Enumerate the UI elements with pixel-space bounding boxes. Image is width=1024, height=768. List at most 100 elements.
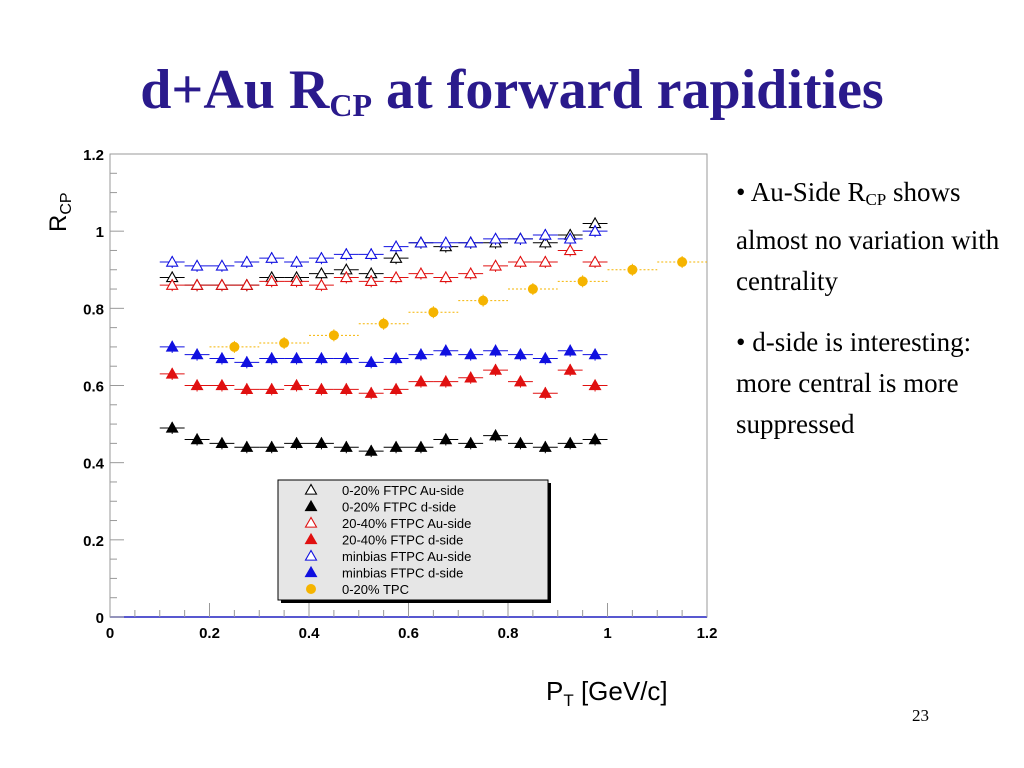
data-point	[265, 251, 279, 263]
data-point	[290, 378, 304, 391]
data-point	[489, 363, 503, 375]
data-point	[190, 378, 204, 391]
data-point	[190, 432, 204, 445]
data-point	[240, 278, 254, 290]
x-tick-label: 0.6	[398, 625, 419, 642]
series-3	[159, 363, 608, 400]
bullet-au-side: • Au-Side RCP shows almost no variation …	[736, 177, 1000, 296]
data-point	[478, 295, 489, 306]
data-point	[364, 247, 378, 259]
data-point	[464, 348, 478, 360]
legend-marker	[304, 499, 318, 512]
x-axis-title: PT [GeV/c]	[546, 676, 668, 710]
data-point	[290, 436, 304, 449]
data-point	[513, 348, 527, 360]
data-point	[378, 318, 389, 329]
legend-label: 20-40% FTPC d-side	[342, 533, 463, 548]
data-point	[538, 351, 552, 364]
y-tick-label: 0.6	[83, 379, 104, 396]
x-tick-label: 0.8	[498, 625, 519, 642]
data-point	[538, 236, 552, 248]
data-point	[389, 382, 403, 395]
data-point	[364, 355, 378, 368]
data-point	[389, 440, 403, 452]
data-point	[290, 351, 304, 364]
data-point	[414, 236, 428, 248]
series-4	[159, 224, 608, 272]
data-point	[328, 330, 339, 341]
data-point	[513, 375, 527, 387]
legend-marker	[304, 549, 318, 561]
data-point	[513, 232, 527, 244]
legend-marker	[304, 516, 318, 528]
data-point	[265, 440, 279, 452]
data-point	[563, 344, 577, 356]
data-point	[538, 228, 552, 240]
y-tick-label: 1	[96, 224, 104, 241]
data-point	[190, 278, 204, 290]
bullet-list: • Au-Side RCP shows almost no variation …	[736, 172, 1016, 465]
data-point	[489, 344, 503, 356]
data-point	[215, 259, 229, 271]
y-tick-label: 0.4	[83, 456, 105, 473]
data-point	[414, 266, 428, 279]
data-point	[563, 243, 577, 256]
legend-label: 0-20% FTPC Au-side	[342, 483, 464, 498]
data-point	[389, 270, 403, 283]
x-tick-label: 0.4	[299, 625, 321, 642]
series-6	[209, 256, 707, 353]
data-point	[165, 421, 179, 433]
data-point	[563, 232, 577, 244]
data-point	[513, 255, 527, 267]
data-point	[577, 276, 588, 287]
data-point	[588, 432, 602, 445]
data-point	[389, 351, 403, 364]
data-point	[364, 386, 378, 398]
data-point	[414, 348, 428, 360]
data-point	[538, 386, 552, 398]
data-point	[513, 436, 527, 449]
series-2	[159, 243, 608, 292]
bullet-d-side: • d-side is interesting: more central is…	[736, 327, 972, 439]
data-point	[428, 307, 439, 318]
data-point	[439, 344, 453, 356]
data-point	[165, 255, 179, 267]
data-point	[389, 251, 403, 263]
data-point	[229, 341, 240, 352]
data-point	[240, 382, 254, 395]
legend-shadow	[281, 600, 551, 603]
data-point	[314, 436, 328, 449]
x-tick-label: 1.2	[697, 625, 718, 642]
data-point	[314, 251, 328, 263]
data-point	[215, 378, 229, 391]
data-point	[339, 382, 353, 395]
data-point	[439, 270, 453, 283]
x-tick-label: 0.2	[199, 625, 220, 642]
data-point	[339, 247, 353, 259]
data-point	[489, 232, 503, 244]
data-point	[190, 348, 204, 360]
data-point	[563, 363, 577, 375]
y-tick-label: 0	[96, 610, 104, 627]
data-point	[165, 278, 179, 290]
data-point	[339, 440, 353, 452]
legend-shadow	[548, 483, 551, 603]
x-tick-label: 1	[603, 625, 611, 642]
legend-marker	[304, 532, 318, 545]
data-point	[265, 382, 279, 395]
data-point	[265, 274, 279, 287]
y-tick-label: 0.8	[83, 301, 104, 318]
data-point	[215, 278, 229, 290]
legend-marker	[304, 565, 318, 578]
data-point	[677, 257, 688, 268]
data-point	[290, 274, 304, 287]
data-point	[240, 355, 254, 368]
data-point	[489, 259, 503, 271]
data-point	[190, 259, 204, 271]
legend-label: 0-20% FTPC d-side	[342, 500, 456, 515]
legend-label: minbias FTPC Au-side	[342, 549, 471, 564]
data-point	[339, 270, 353, 283]
page-number: 23	[912, 706, 929, 725]
data-point	[588, 378, 602, 391]
